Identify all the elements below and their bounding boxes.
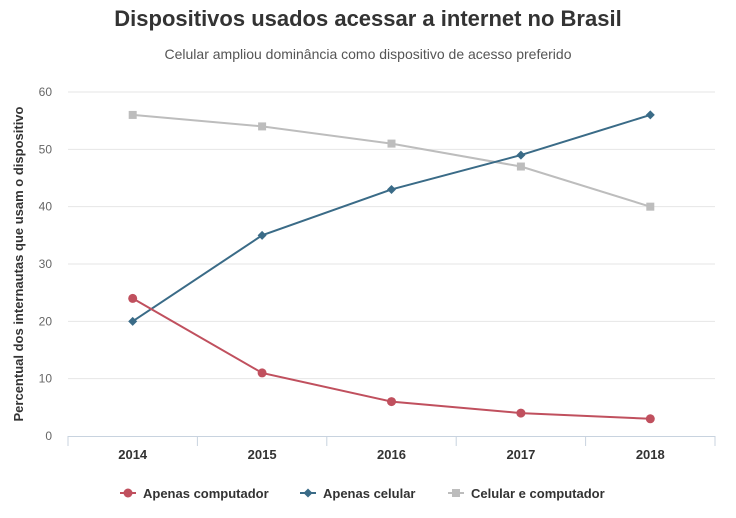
series-celular-e-computador (128, 110, 655, 211)
data-point (516, 408, 526, 418)
data-point (258, 122, 267, 131)
legend-item[interactable]: Apenas celular (300, 486, 416, 501)
data-point (387, 139, 396, 148)
legend-item[interactable]: Celular e computador (448, 486, 605, 501)
data-point (128, 316, 138, 326)
y-tick-label: 30 (39, 257, 53, 271)
y-tick-label: 0 (45, 429, 52, 443)
legend-marker (452, 489, 460, 497)
data-point (645, 110, 655, 120)
y-tick-label: 20 (39, 314, 53, 328)
legend-item[interactable]: Apenas computador (120, 486, 269, 501)
data-point (128, 110, 137, 119)
y-tick-label: 10 (39, 372, 53, 386)
legend-marker (123, 488, 133, 498)
x-tick-label: 2018 (636, 447, 665, 462)
series-apenas-celular (128, 110, 655, 326)
data-point (387, 397, 396, 407)
data-point (516, 150, 526, 160)
legend-label: Apenas computador (143, 486, 269, 501)
legend-label: Celular e computador (471, 486, 605, 501)
data-point (646, 202, 655, 211)
x-tick-label: 2016 (377, 447, 406, 462)
x-tick-label: 2014 (118, 447, 148, 462)
legend-label: Apenas celular (323, 486, 416, 501)
y-tick-label: 40 (39, 200, 53, 214)
y-tick-label: 50 (39, 142, 53, 156)
data-point (645, 414, 655, 424)
data-point (128, 293, 138, 303)
chart-subtitle: Celular ampliou dominância como disposit… (164, 46, 572, 62)
chart-title: Dispositivos usados acessar a internet n… (114, 6, 622, 31)
data-point (387, 184, 396, 194)
grid-lines (68, 91, 715, 380)
x-axis (67, 436, 716, 446)
series-layer (128, 110, 655, 424)
x-tick-label: 2017 (506, 447, 535, 462)
y-tick-label: 60 (39, 85, 53, 99)
legend-marker (303, 488, 313, 498)
data-point (257, 230, 267, 240)
data-point (257, 368, 267, 378)
series-apenas-computador (128, 293, 655, 424)
legend: Apenas computador Apenas celular Celular e… (120, 486, 605, 501)
y-axis-label: Percentual dos internautas que usam o di… (11, 106, 26, 421)
y-axis-ticks: 0 10 20 30 40 50 60 (39, 85, 53, 443)
x-tick-label: 2015 (248, 447, 277, 462)
data-point (516, 162, 525, 171)
x-axis-ticks: 2014 2015 2016 2017 2018 (118, 447, 665, 462)
